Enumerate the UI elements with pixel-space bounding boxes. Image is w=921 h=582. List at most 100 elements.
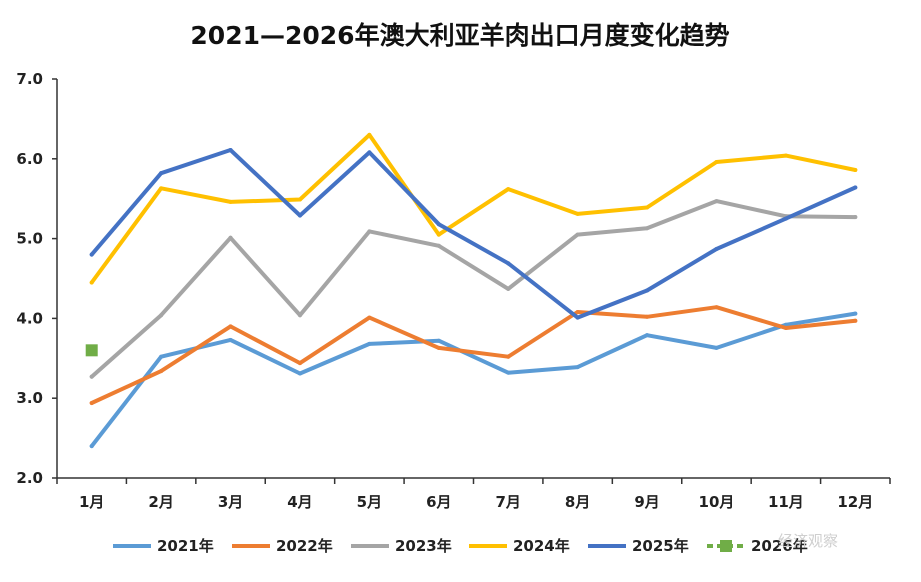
y-tick-label: 6.0 (16, 150, 43, 168)
legend-item: 2026年 (707, 537, 808, 555)
series-line (89, 311, 858, 449)
series-line (89, 199, 858, 379)
data-point (645, 333, 650, 338)
data-point (575, 315, 580, 320)
data-point (645, 205, 650, 210)
x-tick-label: 5月 (357, 493, 382, 511)
data-point (367, 229, 372, 234)
data-point (575, 365, 580, 370)
data-point (783, 216, 788, 221)
y-tick-label: 3.0 (16, 389, 43, 407)
data-point (297, 213, 302, 218)
y-tick-label: 5.0 (16, 230, 43, 248)
data-point (714, 246, 719, 251)
series-line (89, 305, 858, 405)
series-lines (85, 132, 858, 449)
x-tick-label: 11月 (768, 493, 804, 511)
data-point (645, 226, 650, 231)
y-tick-label: 2.0 (16, 469, 43, 487)
data-point (228, 324, 233, 329)
y-tick-label: 7.0 (16, 70, 43, 88)
data-point (506, 187, 511, 192)
x-tick-label: 4月 (287, 493, 312, 511)
data-point (506, 286, 511, 291)
series-4 (89, 132, 858, 285)
series-3 (89, 199, 858, 379)
data-point (297, 371, 302, 376)
x-tick-label: 10月 (699, 493, 735, 511)
data-point (853, 167, 858, 172)
data-point (714, 305, 719, 310)
legend-label: 2026年 (751, 537, 808, 555)
series-line (89, 132, 858, 285)
legend-label: 2023年 (395, 537, 452, 555)
data-point (89, 252, 94, 257)
data-point (436, 338, 441, 343)
data-point (436, 345, 441, 350)
watermark-text: 经济观察 (778, 532, 838, 550)
data-point (89, 400, 94, 405)
x-tick-label: 7月 (495, 493, 520, 511)
data-point (714, 199, 719, 204)
data-point (853, 185, 858, 190)
data-point (89, 374, 94, 379)
data-point (297, 313, 302, 318)
data-point (228, 148, 233, 153)
legend-label: 2022年 (276, 537, 333, 555)
data-point (853, 215, 858, 220)
x-tick-label: 9月 (634, 493, 659, 511)
data-point (367, 341, 372, 346)
data-point-marker (85, 344, 98, 357)
data-point (783, 153, 788, 158)
data-point (159, 369, 164, 374)
data-point (159, 354, 164, 359)
x-tick-label: 2月 (148, 493, 173, 511)
data-point (645, 314, 650, 319)
x-axis: 1月 2月 3月 4月 5月 6月 7月 8月 9月 10月 11月 12月 (56, 477, 891, 511)
data-point (436, 243, 441, 248)
x-tick-label: 1月 (79, 493, 104, 511)
legend-item: 2021年 (113, 537, 214, 555)
data-point (297, 361, 302, 366)
legend-item: 2022年 (232, 537, 333, 555)
series-1 (89, 311, 858, 449)
data-point (645, 288, 650, 293)
legend-item: 2024年 (469, 537, 570, 555)
series-2 (89, 305, 858, 405)
series-5 (89, 148, 858, 320)
data-point (436, 232, 441, 237)
chart-title: 2021—2026年澳大利亚羊肉出口月度变化趋势 (190, 21, 729, 50)
data-point (853, 311, 858, 316)
data-point (714, 345, 719, 350)
legend-label: 2025年 (632, 537, 689, 555)
legend: 2021年 2022年 2023年 2024年 2025年 2026年 (113, 537, 808, 555)
data-point (783, 325, 788, 330)
x-tick-label: 6月 (426, 493, 451, 511)
data-point (575, 211, 580, 216)
legend-label: 2021年 (157, 537, 214, 555)
data-point (714, 159, 719, 164)
y-tick-label: 4.0 (16, 309, 43, 327)
data-point (367, 315, 372, 320)
series-line (89, 148, 858, 320)
y-axis: 2.0 3.0 4.0 5.0 6.0 7.0 (16, 70, 58, 487)
data-point (506, 354, 511, 359)
data-point (228, 235, 233, 240)
legend-item: 2023年 (351, 537, 452, 555)
series-6 (85, 344, 98, 357)
data-point (228, 337, 233, 342)
data-point (159, 171, 164, 176)
x-tick-label: 3月 (218, 493, 243, 511)
data-point (506, 370, 511, 375)
data-point (297, 197, 302, 202)
x-tick-label: 12月 (837, 493, 873, 511)
x-tick-label: 8月 (565, 493, 590, 511)
data-point (436, 222, 441, 227)
legend-label: 2024年 (513, 537, 570, 555)
data-point (853, 318, 858, 323)
data-point (228, 199, 233, 204)
data-point (89, 444, 94, 449)
legend-item: 2025年 (588, 537, 689, 555)
